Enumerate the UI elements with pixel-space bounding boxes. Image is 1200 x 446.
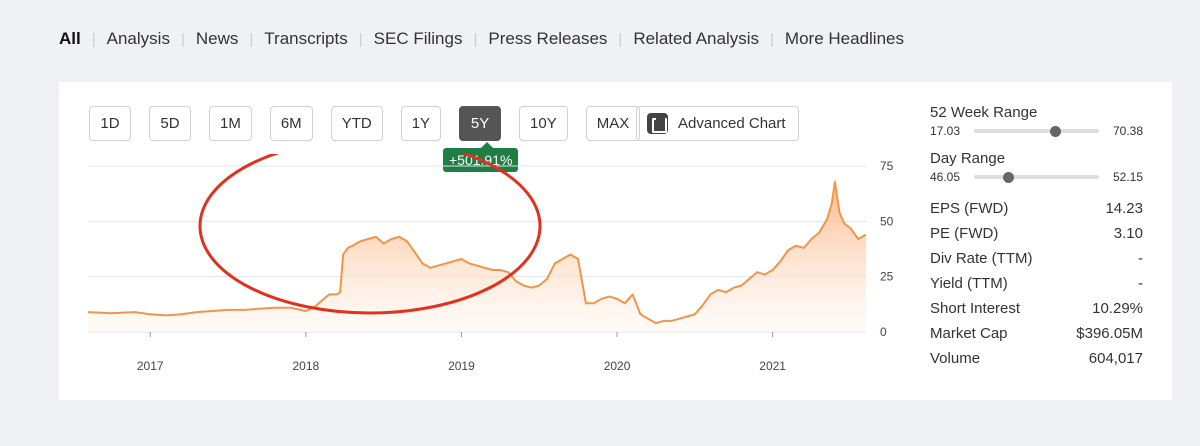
stat-row: Short Interest 10.29% (930, 296, 1143, 321)
tab-separator: | (249, 30, 254, 48)
expand-icon (647, 113, 668, 134)
range-button-1y[interactable]: 1Y (400, 106, 442, 141)
tab-more-headlines[interactable]: More Headlines (784, 29, 904, 48)
tab-separator: | (358, 30, 363, 48)
week52-low: 17.03 (930, 124, 961, 138)
range-button-max[interactable]: MAX (585, 106, 641, 141)
price-chart[interactable]: 75 50 25 0 2017 2018 2019 2020 2021 (88, 154, 908, 384)
x-tick-label: 2018 (292, 359, 319, 373)
stat-row: Volume 604,017 (930, 346, 1143, 371)
y-tick-label: 75 (880, 159, 894, 173)
stat-label: EPS (FWD) (930, 200, 1009, 217)
y-tick-label: 25 (880, 270, 894, 284)
week52-marker (1050, 125, 1062, 137)
tab-sec-filings[interactable]: SEC Filings (373, 29, 463, 48)
tab-all[interactable]: All (59, 29, 81, 48)
stat-label: PE (FWD) (930, 225, 999, 242)
stat-label: Div Rate (TTM) (930, 250, 1033, 267)
stat-row: PE (FWD) 3.10 (930, 221, 1143, 246)
range-button-5y[interactable]: 5Y (459, 106, 502, 141)
stat-value: 3.10 (1113, 225, 1143, 242)
stat-value: - (1138, 275, 1143, 292)
stat-row: Yield (TTM) - (930, 271, 1143, 296)
stat-value: 604,017 (1088, 350, 1143, 367)
x-tick-label: 2017 (137, 359, 164, 373)
price-line (88, 180, 867, 325)
y-tick-label: 0 (880, 325, 887, 339)
range-button-10y[interactable]: 10Y (519, 106, 568, 141)
tab-separator: | (180, 30, 185, 48)
tab-news[interactable]: News (195, 29, 239, 48)
tab-analysis[interactable]: Analysis (106, 29, 170, 48)
range-button-ytd[interactable]: YTD (330, 106, 383, 141)
highlight-ellipse (198, 154, 542, 315)
stat-value: - (1138, 250, 1143, 267)
advanced-chart-button[interactable]: Advanced Chart (636, 106, 799, 141)
tab-bar: All | Analysis | News | Transcripts | SEC Filing… (59, 28, 904, 50)
range-button-6m[interactable]: 6M (269, 106, 313, 141)
range-button-1d[interactable]: 1D (89, 106, 131, 141)
day-range-high: 52.15 (1112, 170, 1143, 184)
tab-press-releases[interactable]: Press Releases (488, 29, 608, 48)
tab-separator: | (91, 30, 96, 48)
performance-badge: +501.91% (443, 142, 519, 172)
tab-separator: | (618, 30, 623, 48)
week52-title: 52 Week Range (930, 104, 1038, 121)
week52-high: 70.38 (1112, 124, 1143, 138)
day-range-title: Day Range (930, 150, 1006, 167)
y-tick-label: 50 (880, 214, 894, 228)
day-range: Day Range 46.05 52.15 (930, 150, 1143, 184)
stats-panel: 52 Week Range 17.03 70.38 Day Range 46.0… (930, 104, 1143, 371)
tab-transcripts[interactable]: Transcripts (264, 29, 348, 48)
stat-label: Yield (TTM) (930, 275, 1008, 292)
stat-row: Div Rate (TTM) - (930, 246, 1143, 271)
range-button-5d[interactable]: 5D (149, 106, 191, 141)
range-selector: 1D 5D 1M 6M YTD 1Y 5Y 10Y MAX (89, 106, 658, 141)
week52-range: 52 Week Range 17.03 70.38 (930, 104, 1143, 138)
advanced-chart-label: Advanced Chart (678, 115, 786, 132)
stat-label: Market Cap (930, 325, 1008, 342)
stat-label: Short Interest (930, 300, 1021, 317)
x-tick-label: 2019 (448, 359, 475, 373)
stat-value: $396.05M (1076, 325, 1143, 342)
day-range-low: 46.05 (930, 170, 961, 184)
tab-separator: | (770, 30, 774, 48)
day-range-track (974, 171, 1099, 183)
stat-value: 14.23 (1105, 200, 1143, 217)
stat-label: Volume (930, 350, 981, 367)
stats-rows: EPS (FWD) 14.23 PE (FWD) 3.10 Div Rate (TTM)… (930, 196, 1143, 371)
price-area (88, 181, 866, 332)
x-tick-label: 2020 (604, 359, 631, 373)
day-range-marker (1002, 171, 1014, 183)
stat-value: 10.29% (1092, 300, 1143, 317)
tab-separator: | (473, 30, 478, 48)
stat-row: EPS (FWD) 14.23 (930, 196, 1143, 221)
week52-track (974, 125, 1099, 137)
chart-card: 1D 5D 1M 6M YTD 1Y 5Y 10Y MAX Advanced Chart +50… (59, 82, 1172, 400)
range-button-1m[interactable]: 1M (209, 106, 252, 141)
stat-row: Market Cap $396.05M (930, 321, 1143, 346)
x-tick-label: 2021 (759, 359, 786, 373)
tab-related-analysis[interactable]: Related Analysis (633, 29, 760, 48)
